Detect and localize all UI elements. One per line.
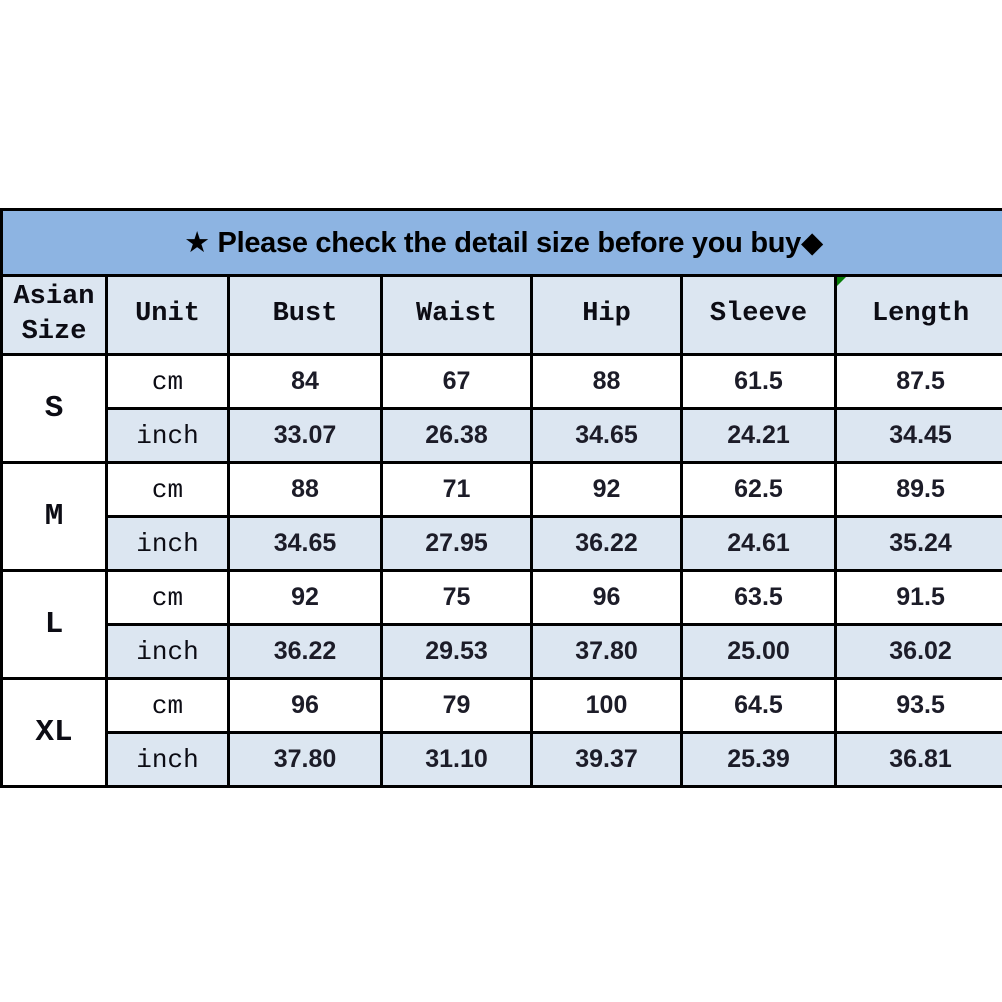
row-s-inch: inch 33.07 26.38 34.65 24.21 34.45 [2, 407, 1002, 464]
value-cell: 27.95 [380, 515, 533, 572]
banner-row: ★ Please check the detail size before yo… [0, 208, 1002, 277]
header-length-label: Length [871, 299, 970, 330]
value-cell: 61.5 [680, 353, 837, 410]
value-cell: 36.81 [833, 731, 1002, 788]
cell-error-flag-triangle-icon [838, 278, 846, 286]
value-cell: 26.38 [380, 407, 533, 464]
value-cell: 88 [227, 461, 383, 518]
header-line-1: Asian [13, 281, 95, 312]
value-cell: 67 [380, 353, 533, 410]
unit-cell-inch: inch [105, 407, 230, 464]
row-s-cm: S cm 84 67 88 61.5 87.5 [0, 353, 1002, 464]
column-header-hip: Hip [530, 274, 683, 356]
value-cell: 36.22 [227, 623, 383, 680]
banner-text: ★ Please check the detail size before yo… [184, 227, 823, 259]
column-header-asian-size: Asian Size [0, 274, 108, 356]
unit-cell-cm: cm [105, 569, 230, 626]
value-cell: 34.65 [530, 407, 683, 464]
value-cell: 24.21 [680, 407, 837, 464]
banner: ★ Please check the detail size before yo… [0, 208, 1002, 277]
unit-cell-cm: cm [105, 353, 230, 410]
value-cell: 25.39 [680, 731, 837, 788]
row-l-inch: inch 36.22 29.53 37.80 25.00 36.02 [2, 623, 1002, 680]
unit-cell-cm: cm [105, 461, 230, 518]
header-line-2: Size [21, 317, 87, 347]
value-cell: 39.37 [530, 731, 683, 788]
column-header-bust: Bust [227, 274, 383, 356]
value-cell: 64.5 [680, 677, 837, 734]
value-cell: 31.10 [380, 731, 533, 788]
size-chart-table: ★ Please check the detail size before yo… [0, 208, 1002, 788]
size-label-xl: XL [0, 677, 108, 788]
size-label-m: M [0, 461, 108, 572]
row-m-cm: M cm 88 71 92 62.5 89.5 [0, 461, 1002, 572]
value-cell: 75 [380, 569, 533, 626]
column-header-length: Length [833, 274, 1002, 356]
size-label-l: L [0, 569, 108, 680]
unit-cell-cm: cm [105, 677, 230, 734]
value-cell: 25.00 [680, 623, 837, 680]
value-cell: 88 [530, 353, 683, 410]
row-xl-inch: inch 37.80 31.10 39.37 25.39 36.81 [2, 731, 1002, 788]
value-cell: 34.65 [227, 515, 383, 572]
value-cell: 36.02 [833, 623, 1002, 680]
unit-cell-inch: inch [105, 731, 230, 788]
value-cell: 87.5 [833, 353, 1002, 410]
value-cell: 92 [530, 461, 683, 518]
value-cell: 33.07 [227, 407, 383, 464]
value-cell: 91.5 [833, 569, 1002, 626]
value-cell: 79 [380, 677, 533, 734]
column-header-waist: Waist [380, 274, 533, 356]
value-cell: 96 [227, 677, 383, 734]
row-xl-cm: XL cm 96 79 100 64.5 93.5 [0, 677, 1002, 788]
value-cell: 36.22 [530, 515, 683, 572]
unit-cell-inch: inch [105, 623, 230, 680]
value-cell: 89.5 [833, 461, 1002, 518]
value-cell: 84 [227, 353, 383, 410]
size-label-s: S [0, 353, 108, 464]
value-cell: 63.5 [680, 569, 837, 626]
value-cell: 24.61 [680, 515, 837, 572]
unit-cell-inch: inch [105, 515, 230, 572]
value-cell: 37.80 [530, 623, 683, 680]
value-cell: 92 [227, 569, 383, 626]
value-cell: 34.45 [833, 407, 1002, 464]
column-header-unit: Unit [105, 274, 230, 356]
value-cell: 37.80 [227, 731, 383, 788]
row-l-cm: L cm 92 75 96 63.5 91.5 [0, 569, 1002, 680]
value-cell: 100 [530, 677, 683, 734]
value-cell: 96 [530, 569, 683, 626]
column-header-sleeve: Sleeve [680, 274, 837, 356]
value-cell: 71 [380, 461, 533, 518]
value-cell: 29.53 [380, 623, 533, 680]
header-row: Asian Size Unit Bust Waist Hip Sleeve Le… [0, 274, 1002, 356]
row-m-inch: inch 34.65 27.95 36.22 24.61 35.24 [2, 515, 1002, 572]
value-cell: 62.5 [680, 461, 837, 518]
value-cell: 35.24 [833, 515, 1002, 572]
value-cell: 93.5 [833, 677, 1002, 734]
